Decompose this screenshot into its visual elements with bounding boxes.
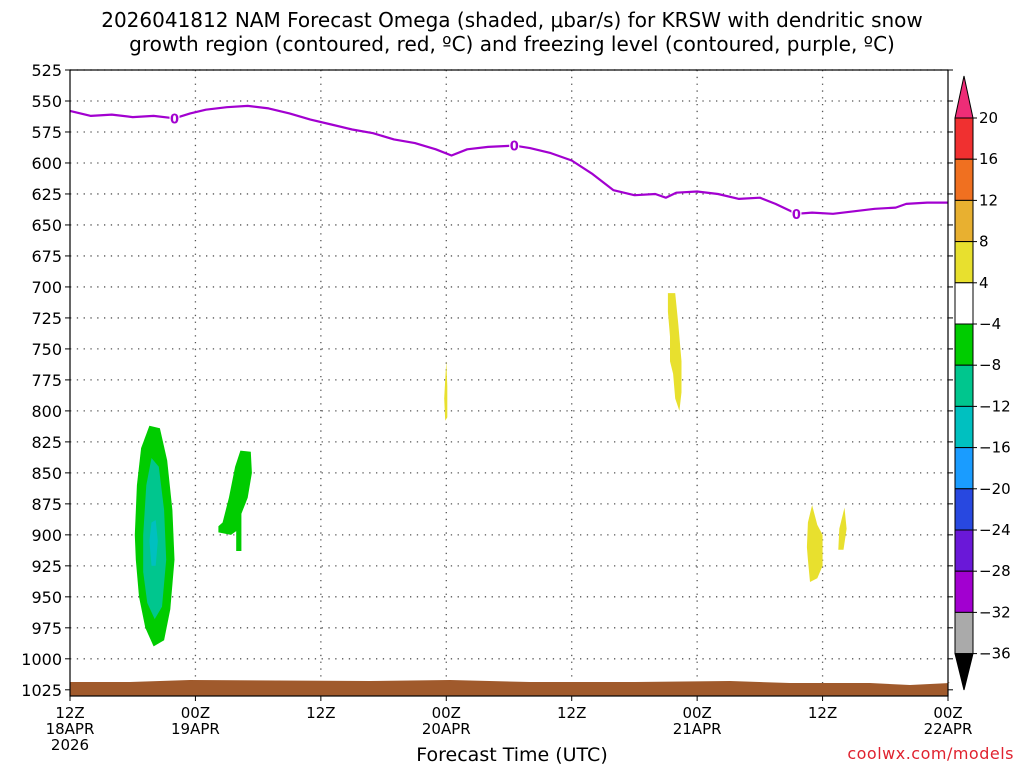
plot-background [70, 70, 948, 696]
x-tick-label: 00Z [933, 704, 962, 722]
y-axis: 525 550 575 600 625 650 675 700 725 750 775 800 825 8… [21, 61, 953, 700]
plot-border [69, 69, 949, 697]
terrain-band [70, 680, 950, 696]
colorbar-swatch [954, 529, 974, 572]
plot-frame [69, 69, 949, 697]
chart-title: 2026041812 NAM Forecast Omega (shaded, μ… [0, 8, 1024, 56]
y-tick-label: 1000 [21, 650, 62, 669]
omega-region [838, 507, 847, 550]
y-tick-label: 775 [31, 371, 62, 390]
x-tick-label: 22APR [924, 720, 973, 738]
contour-label: 0 [170, 112, 179, 127]
colorbar-label: −8 [979, 356, 1001, 374]
contour-label-bg [509, 137, 520, 154]
colorbar-swatch [954, 117, 974, 160]
x-tick-label: 00Z [181, 704, 210, 722]
y-tick-label: 825 [31, 433, 62, 452]
y-tick-label: 675 [31, 247, 62, 266]
colorbar-label: −12 [979, 397, 1011, 415]
colorbar-label: 12 [979, 191, 998, 209]
colorbar-label: −24 [979, 521, 1011, 539]
y-tick-label: 925 [31, 557, 62, 576]
colorbar-swatch [954, 282, 974, 325]
colorbar-bottom-arrow [954, 653, 974, 691]
y-tick-label: 725 [31, 309, 62, 328]
omega-region [667, 293, 682, 411]
y-tick-label: 625 [31, 185, 62, 204]
chart-title-line2: growth region (contoured, red, ºC) and f… [129, 32, 895, 56]
colorbar-swatch [954, 158, 974, 201]
colorbar-label: −28 [979, 562, 1011, 580]
colorbar-swatch [954, 323, 974, 366]
x-tick-label: 2026 [51, 736, 89, 754]
colorbar-label: 8 [979, 233, 989, 251]
y-tick-label: 525 [31, 61, 62, 80]
colorbar-swatch [954, 488, 974, 531]
x-tick-label: 19APR [171, 720, 220, 738]
colorbar-swatch [954, 570, 974, 613]
x-tick-label: 00Z [682, 704, 711, 722]
x-tick-label: 12Z [55, 704, 84, 722]
y-tick-label: 950 [31, 588, 62, 607]
y-tick-label: 850 [31, 464, 62, 483]
x-tick-label: 12Z [557, 704, 586, 722]
freezing-level-line [69, 104, 948, 215]
colorbar-label: −4 [979, 315, 1001, 333]
y-tick-label: 1025 [21, 681, 62, 700]
y-tick-label: 600 [31, 154, 62, 173]
y-tick-label: 875 [31, 495, 62, 514]
y-tick-label: 800 [31, 402, 62, 421]
colorbar-swatch [954, 611, 974, 655]
x-axis-label: Forecast Time (UTC) [416, 744, 608, 766]
y-tick-label: 550 [31, 92, 62, 111]
x-tick-label: 12Z [306, 704, 335, 722]
contour-label-bg [169, 110, 180, 127]
colorbar-swatch [954, 364, 974, 407]
x-tick-label: 21APR [673, 720, 722, 738]
contour-label-bg [791, 205, 802, 222]
chart-title-line1: 2026041812 NAM Forecast Omega (shaded, μ… [101, 8, 923, 32]
colorbar-label: −20 [979, 480, 1011, 498]
credit-text: coolwx.com/models [847, 744, 1014, 763]
x-tick-label: 20APR [422, 720, 471, 738]
colorbar-swatch [954, 199, 974, 243]
omega-region [218, 450, 252, 551]
colorbar-label: 4 [979, 274, 989, 292]
omega-regions [134, 293, 847, 647]
x-tick-label: 18APR [46, 720, 95, 738]
contour-label: 0 [510, 140, 519, 155]
colorbar: 20 16 12 8 4 −4 −8 −12 −16 −20 −24 −28 −32 −36 [954, 75, 1011, 691]
freezing-level: 0 0 0 [69, 104, 948, 223]
colorbar-label: −16 [979, 439, 1011, 457]
y-tick-label: 975 [31, 619, 62, 638]
colorbar-swatch [954, 405, 974, 449]
omega-region [444, 361, 448, 421]
y-tick-label: 900 [31, 526, 62, 545]
colorbar-swatch [954, 447, 974, 490]
y-tick-label: 575 [31, 123, 62, 142]
x-tick-label: 00Z [432, 704, 461, 722]
colorbar-label: −32 [979, 603, 1011, 621]
omega-region [149, 520, 158, 566]
x-tick-label: 12Z [808, 704, 837, 722]
y-tick-label: 750 [31, 340, 62, 359]
terrain [70, 680, 950, 696]
contour-label: 0 [792, 208, 801, 223]
y-tick-label: 700 [31, 278, 62, 297]
colorbar-label: 16 [979, 150, 998, 168]
y-tick-label: 650 [31, 216, 62, 235]
omega-region [806, 505, 823, 582]
colorbar-label: −36 [979, 645, 1011, 663]
colorbar-label: 20 [979, 109, 998, 127]
colorbar-swatch [954, 241, 974, 284]
colorbar-top-arrow [954, 75, 974, 119]
